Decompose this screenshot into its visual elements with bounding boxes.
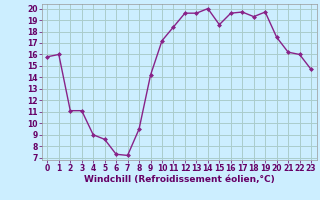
X-axis label: Windchill (Refroidissement éolien,°C): Windchill (Refroidissement éolien,°C): [84, 175, 275, 184]
